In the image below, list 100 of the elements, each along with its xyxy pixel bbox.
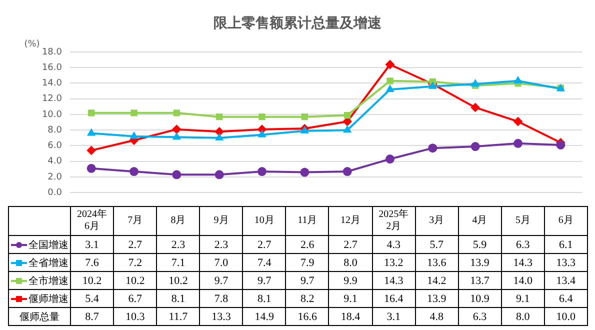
point	[172, 124, 182, 134]
data-label: 5.9	[458, 236, 502, 254]
data-label: 2.3	[200, 236, 243, 254]
data-label: 13.6	[415, 254, 458, 272]
category-label: 5月	[515, 215, 530, 226]
data-label: 9.7	[242, 272, 286, 290]
y-tick-label: 8.0	[48, 125, 62, 136]
point	[342, 167, 352, 176]
point	[258, 114, 266, 120]
data-label: 5.7	[415, 236, 458, 254]
data-label: 14.2	[415, 272, 458, 290]
data-label: 13.3	[544, 254, 588, 272]
point	[514, 76, 522, 84]
data-label: 9.1	[328, 290, 372, 308]
data-label: 10.3	[114, 308, 157, 326]
point	[258, 167, 266, 176]
point	[87, 128, 96, 136]
data-label: 8.0	[501, 308, 544, 326]
point	[386, 60, 394, 69]
data-label: 14.3	[501, 254, 544, 272]
point	[428, 144, 438, 153]
data-label: 6.3	[458, 308, 502, 326]
point	[258, 130, 266, 138]
data-label: 9.9	[328, 272, 372, 290]
data-label: 13.9	[415, 290, 458, 308]
data-label: 13.2	[372, 254, 416, 272]
chart-title: 限上零售额累计总量及增速	[214, 14, 382, 32]
point	[386, 84, 394, 92]
point	[130, 167, 138, 176]
data-label: 10.0	[544, 308, 588, 326]
data-label: 13.3	[200, 308, 243, 326]
data-label: 2.7	[242, 236, 286, 254]
data-label: 4.8	[415, 308, 458, 326]
category-label: 7月	[128, 215, 143, 226]
point	[130, 132, 138, 139]
data-label: 10.2	[114, 272, 157, 290]
point	[214, 127, 224, 136]
data-label: 3.1	[70, 236, 114, 254]
data-label: 7.2	[114, 254, 157, 272]
y-tick-label: 16.0	[42, 62, 62, 73]
point	[470, 142, 480, 152]
data-label: 4.3	[372, 236, 416, 254]
data-label: 13.7	[458, 272, 502, 290]
legend-label: 偃师增速	[28, 294, 68, 304]
data-label: 6.1	[544, 236, 588, 254]
data-label: 18.4	[328, 308, 372, 326]
data-label: 7.4	[242, 254, 286, 272]
point	[300, 168, 310, 177]
point	[172, 170, 182, 180]
y-tick-label: 10.0	[42, 110, 62, 120]
data-label: 9.7	[200, 272, 243, 290]
y-tick-label: 0.0	[48, 188, 62, 198]
data-label: 7.1	[156, 254, 200, 272]
y-tick-label: 14.0	[42, 78, 62, 89]
y-tick-label: 4.0	[48, 156, 62, 167]
point	[556, 140, 566, 150]
data-label: 2.7	[114, 236, 157, 254]
data-label: 14.0	[501, 272, 544, 290]
y-tick-label: 2.0	[48, 172, 62, 182]
point	[216, 114, 223, 120]
category-label: 2024年 6月	[77, 209, 108, 232]
data-label: 6.3	[501, 236, 544, 254]
data-label: 8.7	[70, 308, 114, 326]
category-label: 4月	[472, 215, 488, 226]
data-label: 8.2	[286, 290, 329, 308]
point	[172, 132, 181, 140]
point	[344, 112, 351, 119]
point	[428, 82, 437, 89]
category-label: 9月	[214, 215, 229, 226]
data-label: 9.7	[286, 272, 329, 290]
category-label: 12月	[340, 215, 360, 226]
category-label: 8月	[170, 215, 186, 226]
data-label: 8.0	[328, 254, 372, 272]
legend-label: 偃师总量	[20, 312, 60, 322]
category-label: 11月	[298, 215, 318, 226]
data-label: 16.6	[286, 308, 329, 326]
point	[300, 126, 309, 134]
point	[130, 110, 138, 116]
data-label: 14.9	[242, 308, 286, 326]
data-label: 14.3	[372, 272, 416, 290]
y-tick-label: 18.0	[42, 47, 62, 58]
data-label: 10.9	[458, 290, 502, 308]
point	[386, 154, 394, 164]
data-label: 8.1	[242, 290, 286, 308]
data-label: 2.6	[286, 236, 329, 254]
legend-label: 全国增速	[28, 240, 68, 250]
category-label: 6月	[558, 215, 574, 226]
point	[173, 110, 180, 116]
data-label: 6.7	[114, 290, 157, 308]
y-tick-label: 6.0	[48, 141, 62, 152]
category-label: 3月	[429, 215, 444, 226]
data-label: 7.9	[286, 254, 329, 272]
point	[86, 164, 96, 173]
category-label: 10月	[254, 215, 274, 226]
data-label: 7.6	[70, 254, 114, 272]
data-label: 2.7	[328, 236, 372, 254]
legend-label: 全市增速	[28, 276, 68, 286]
data-label: 10.2	[156, 272, 200, 290]
category-label: 2025年 2月	[378, 209, 409, 232]
point	[471, 80, 480, 87]
